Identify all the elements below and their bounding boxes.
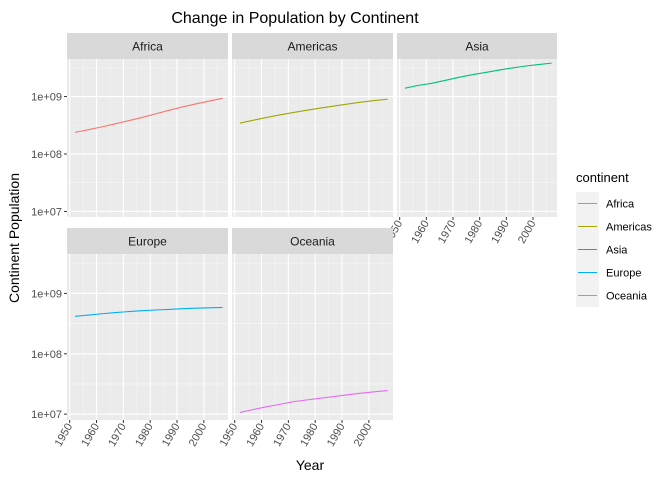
- legend-title: continent: [576, 170, 629, 185]
- facet-strip-label: Europe: [128, 235, 167, 249]
- facet-americas: Americas: [221, 33, 393, 240]
- x-tick-label: 1980: [463, 219, 486, 246]
- y-tick-label: 1e+07: [31, 409, 62, 421]
- legend-label: Africa: [606, 199, 635, 211]
- x-tick-label: 1990: [489, 219, 512, 246]
- x-tick-label: 1960: [244, 422, 267, 449]
- facet-strip-label: Asia: [465, 40, 489, 54]
- legend-label: Europe: [606, 268, 641, 280]
- facet-strip-label: Africa: [132, 40, 163, 54]
- x-tick-label: 1950: [218, 422, 241, 449]
- chart-title: Change in Population by Continent: [171, 10, 419, 27]
- x-tick-label: 1980: [298, 422, 321, 449]
- x-tick-label: 1990: [325, 422, 348, 449]
- facet-strip-label: Americas: [287, 40, 337, 54]
- x-tick-label: 2000: [187, 422, 210, 449]
- legend-label: Asia: [606, 245, 628, 257]
- x-tick-label: 1960: [409, 219, 432, 246]
- x-tick-label: 1990: [160, 422, 183, 449]
- legend-entry-asia: Asia: [576, 238, 628, 261]
- legend-entry-americas: Americas: [576, 215, 652, 238]
- x-axis-label: Year: [296, 457, 325, 473]
- legend-entry-africa: Africa: [576, 192, 635, 215]
- x-tick-label: 1970: [106, 422, 129, 449]
- y-tick-label: 1e+08: [31, 349, 62, 361]
- legend-label: Oceania: [606, 291, 648, 303]
- x-tick-label: 1980: [133, 422, 156, 449]
- x-tick-label: 1960: [79, 422, 102, 449]
- legend-entry-europe: Europe: [576, 261, 641, 284]
- facet-strip-label: Oceania: [290, 235, 335, 249]
- y-tick-label: 1e+09: [31, 288, 62, 300]
- x-tick-label: 1970: [271, 422, 294, 449]
- x-tick-label: 2000: [516, 219, 539, 246]
- facet-africa: Africa 1e+07 1e+08 1e+09: [31, 33, 228, 240]
- x-tick-label: 1970: [436, 219, 459, 246]
- legend-entry-oceania: Oceania: [576, 284, 648, 307]
- y-axis-label: Continent Population: [6, 173, 22, 303]
- y-tick-label: 1e+08: [31, 149, 62, 161]
- legend-label: Americas: [606, 222, 652, 234]
- x-tick-label: 1950: [53, 422, 76, 449]
- x-tick-label: 2000: [352, 422, 375, 449]
- y-tick-label: 1e+09: [31, 92, 62, 104]
- y-tick-label: 1e+07: [31, 206, 62, 218]
